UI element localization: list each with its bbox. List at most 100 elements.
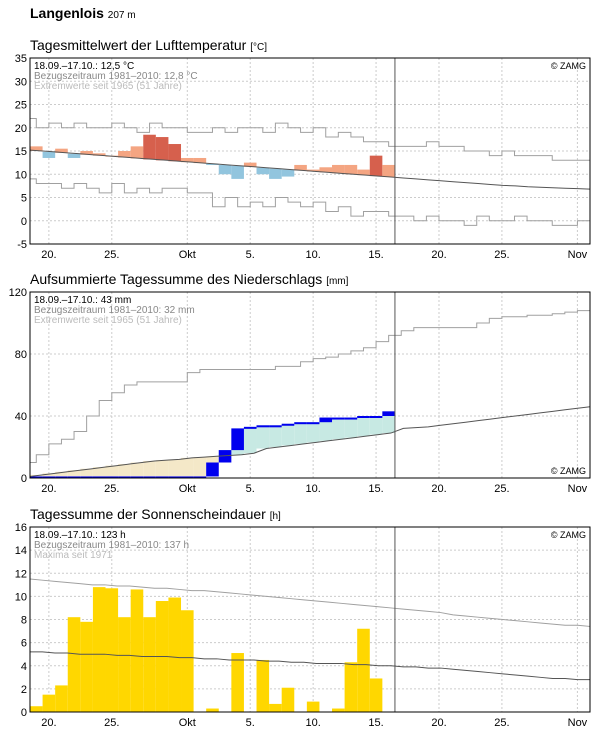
precip-deviation-fill xyxy=(269,425,282,447)
precip-daily-bar xyxy=(143,476,156,479)
precip-deviation-fill xyxy=(294,422,307,444)
precip-daily-bar xyxy=(30,476,43,479)
precip-daily-bar xyxy=(80,476,93,479)
temp-daily-bar xyxy=(281,169,295,177)
sun-plot-frame xyxy=(29,526,591,713)
precip-x-tick-label: 20. xyxy=(431,483,446,495)
sun-maxima-line xyxy=(29,578,591,627)
precip-daily-bar xyxy=(105,476,119,479)
temp-y-tick-label: 20 xyxy=(15,123,27,135)
sun-daily-bar xyxy=(357,628,370,712)
temp-daily-bar xyxy=(269,168,282,179)
temp-x-tick-label: 5. xyxy=(246,249,255,261)
precip-deviation-fill xyxy=(42,473,56,477)
precipitation-chart-title: Aufsummierte Tagessumme des Niederschlag… xyxy=(30,271,348,287)
precip-copyright: © ZAMG xyxy=(551,466,586,476)
precip-x-tick-label: Nov xyxy=(568,483,588,495)
temp-annotation-period: 18.09.–17.10.: 12,5 °C xyxy=(34,61,134,72)
precipitation-unit: [mm] xyxy=(326,276,349,287)
temp-daily-bar xyxy=(357,169,370,176)
precip-deviation-fill xyxy=(105,465,119,477)
sunshine-title-text: Tagessumme der Sonnenscheindauer xyxy=(30,506,266,522)
temp-daily-bar xyxy=(193,157,207,164)
sun-daily-bar xyxy=(231,653,244,712)
precip-deviation-fill xyxy=(319,417,333,441)
temp-extreme-min-line xyxy=(30,178,590,226)
sun-daily-bar xyxy=(181,610,194,712)
precip-deviation-fill xyxy=(306,422,320,443)
temp-daily-bar xyxy=(206,164,219,166)
temp-daily-bar xyxy=(67,153,81,158)
precip-deviation-fill xyxy=(382,411,395,434)
temperature-unit: [°C] xyxy=(250,42,267,53)
precip-annotation-reference: Bezugszeitraum 1981–2010: 32 mm xyxy=(34,305,195,316)
precip-daily-bar xyxy=(382,411,395,416)
temp-y-tick-label: 35 xyxy=(15,53,27,65)
sun-copyright: © ZAMG xyxy=(551,530,586,540)
sun-daily-bar xyxy=(269,703,282,712)
temp-x-tick-label: 20. xyxy=(41,249,56,261)
precip-daily-bar xyxy=(319,417,333,423)
station-name: Langenlois xyxy=(30,5,104,21)
sun-x-tick-label: Okt xyxy=(179,717,196,729)
precip-annotation-extremes: Extremwerte seit 1965 (51 Jahre) xyxy=(34,315,182,326)
sun-x-tick-label: 10. xyxy=(305,717,320,729)
precip-deviation-fill xyxy=(130,462,144,477)
precip-daily-bar xyxy=(306,422,320,425)
sun-x-tick-label: 15. xyxy=(368,717,383,729)
precip-daily-bar xyxy=(155,476,169,479)
temp-daily-bar xyxy=(319,167,333,173)
sun-y-tick-label: 10 xyxy=(15,591,27,603)
sun-y-tick-label: 8 xyxy=(21,615,27,627)
sun-x-tick-label: 25. xyxy=(104,717,119,729)
precip-x-tick-label: 20. xyxy=(41,483,56,495)
temp-daily-bar xyxy=(155,137,169,161)
sun-y-tick-label: 16 xyxy=(15,522,27,534)
precip-x-tick-label: 25. xyxy=(494,483,509,495)
sun-x-tick-label: 5. xyxy=(246,717,255,729)
temperature-chart-title: Tagesmittelwert der Lufttemperatur [°C] xyxy=(30,37,267,53)
sunshine-chart-title: Tagessumme der Sonnenscheindauer [h] xyxy=(30,506,281,522)
temp-x-tick-label: Nov xyxy=(568,249,588,261)
temp-daily-bar xyxy=(30,146,43,151)
precip-deviation-fill xyxy=(155,460,169,477)
precip-deviation-fill xyxy=(344,417,358,438)
sun-daily-bar xyxy=(92,587,106,712)
temp-y-tick-label: 30 xyxy=(15,76,27,88)
precip-deviation-fill xyxy=(168,459,182,477)
temp-daily-bar xyxy=(243,162,257,167)
precip-daily-bar xyxy=(332,417,345,420)
temp-plot-frame xyxy=(29,57,591,245)
precip-x-tick-label: 5. xyxy=(246,483,255,495)
temp-normal-line xyxy=(29,149,591,190)
sun-daily-bar xyxy=(256,659,270,712)
precip-y-tick-label: 40 xyxy=(15,411,27,423)
precip-x-tick-label: 15. xyxy=(368,483,383,495)
precipitation-title-text: Aufsummierte Tagessumme des Niederschlag… xyxy=(30,271,323,287)
temp-x-tick-label: 25. xyxy=(104,249,119,261)
temp-daily-bar xyxy=(92,153,106,156)
sun-daily-bar xyxy=(206,708,219,712)
sun-annotation-period: 18.09.–17.10.: 123 h xyxy=(34,530,126,541)
sun-daily-bar xyxy=(281,687,295,712)
precip-deviation-fill xyxy=(281,423,295,446)
precip-daily-bar xyxy=(92,476,106,479)
temp-daily-bar xyxy=(344,164,358,175)
temp-y-tick-label: 15 xyxy=(15,146,27,158)
temp-y-tick-label: 25 xyxy=(15,100,27,112)
sun-y-tick-label: 0 xyxy=(21,707,27,719)
sun-daily-bar xyxy=(105,588,119,712)
temp-y-tick-label: 0 xyxy=(21,216,27,228)
temp-daily-bar xyxy=(80,151,93,155)
precip-daily-bar xyxy=(118,476,131,479)
precip-daily-bar xyxy=(269,425,282,428)
sun-daily-bar xyxy=(55,685,68,712)
precip-x-tick-label: Okt xyxy=(179,483,196,495)
precip-y-tick-label: 120 xyxy=(9,287,27,299)
precip-daily-bar xyxy=(344,417,358,420)
temp-copyright: © ZAMG xyxy=(551,61,586,71)
sun-daily-bar xyxy=(332,708,345,712)
precip-y-tick-label: 0 xyxy=(21,473,27,485)
temp-daily-bar xyxy=(332,164,345,174)
precip-deviation-fill xyxy=(55,471,68,477)
